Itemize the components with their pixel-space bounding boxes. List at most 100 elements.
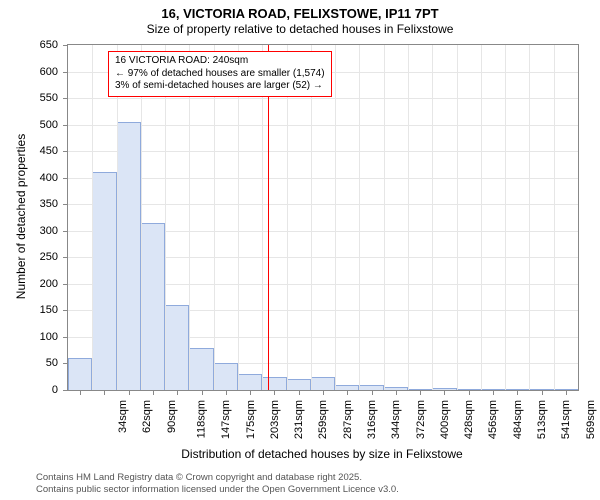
- histogram-bar: [68, 358, 92, 390]
- y-tick-label: 100: [40, 331, 68, 343]
- x-tick-label: 62sqm: [141, 390, 153, 433]
- histogram-bar: [92, 172, 116, 390]
- x-tick-mark: [396, 390, 397, 395]
- grid-line-h: [68, 98, 578, 99]
- chart-subtitle: Size of property relative to detached ho…: [0, 22, 600, 36]
- grid-line-v: [262, 45, 263, 390]
- footer-line: Contains public sector information licen…: [36, 484, 399, 496]
- x-tick-mark: [129, 390, 130, 395]
- grid-line-v: [359, 45, 360, 390]
- grid-line-h: [68, 178, 578, 179]
- x-tick-label: 203sqm: [269, 390, 281, 439]
- x-tick-label: 231sqm: [293, 390, 305, 439]
- grid-line-v: [141, 45, 142, 390]
- y-tick-label: 500: [40, 119, 68, 131]
- x-tick-mark: [80, 390, 81, 395]
- y-tick-label: 200: [40, 278, 68, 290]
- histogram-bar: [238, 374, 262, 390]
- y-tick-label: 300: [40, 225, 68, 237]
- grid-line-v: [384, 45, 385, 390]
- grid-line-v: [335, 45, 336, 390]
- y-tick-label: 550: [40, 92, 68, 104]
- histogram-bar: [311, 377, 335, 390]
- x-tick-mark: [347, 390, 348, 395]
- x-tick-label: 147sqm: [220, 390, 232, 439]
- x-tick-label: 400sqm: [439, 390, 451, 439]
- plot-area: 0501001502002503003504004505005506006503…: [67, 44, 579, 391]
- grid-line-v: [287, 45, 288, 390]
- grid-line-v: [481, 45, 482, 390]
- x-tick-label: 428sqm: [463, 390, 475, 439]
- x-tick-mark: [250, 390, 251, 395]
- x-tick-mark: [177, 390, 178, 395]
- y-tick-label: 650: [40, 39, 68, 51]
- x-tick-label: 456sqm: [488, 390, 500, 439]
- grid-line-v: [554, 45, 555, 390]
- chart-title: 16, VICTORIA ROAD, FELIXSTOWE, IP11 7PT: [0, 6, 600, 21]
- y-tick-label: 400: [40, 172, 68, 184]
- grid-line-v: [189, 45, 190, 390]
- y-tick-label: 600: [40, 66, 68, 78]
- chart-container: 16, VICTORIA ROAD, FELIXSTOWE, IP11 7PT …: [0, 0, 600, 500]
- x-tick-mark: [226, 390, 227, 395]
- x-tick-mark: [299, 390, 300, 395]
- x-tick-mark: [323, 390, 324, 395]
- x-axis-label: Distribution of detached houses by size …: [67, 447, 577, 461]
- x-tick-label: 118sqm: [195, 390, 207, 438]
- histogram-bar: [214, 363, 238, 390]
- y-tick-label: 150: [40, 304, 68, 316]
- x-tick-mark: [104, 390, 105, 395]
- grid-line-v: [457, 45, 458, 390]
- histogram-bar: [189, 348, 213, 390]
- histogram-bar: [262, 377, 286, 390]
- x-tick-mark: [274, 390, 275, 395]
- x-tick-label: 316sqm: [366, 390, 378, 439]
- x-tick-label: 569sqm: [585, 390, 597, 439]
- grid-line-v: [238, 45, 239, 390]
- x-tick-mark: [469, 390, 470, 395]
- grid-line-v: [505, 45, 506, 390]
- histogram-bar: [141, 223, 165, 390]
- x-tick-label: 175sqm: [245, 390, 257, 439]
- x-tick-mark: [517, 390, 518, 395]
- y-tick-label: 250: [40, 251, 68, 263]
- x-tick-label: 34sqm: [117, 390, 129, 433]
- x-tick-mark: [372, 390, 373, 395]
- y-tick-label: 450: [40, 145, 68, 157]
- footer-line: Contains HM Land Registry data © Crown c…: [36, 472, 399, 484]
- x-tick-mark: [420, 390, 421, 395]
- grid-line-h: [68, 151, 578, 152]
- x-tick-mark: [493, 390, 494, 395]
- x-tick-label: 372sqm: [415, 390, 427, 439]
- y-axis-label: Number of detached properties: [14, 44, 28, 389]
- x-tick-label: 344sqm: [390, 390, 402, 439]
- grid-line-v: [408, 45, 409, 390]
- grid-line-h: [68, 204, 578, 205]
- grid-line-v: [214, 45, 215, 390]
- x-tick-mark: [542, 390, 543, 395]
- x-tick-mark: [566, 390, 567, 395]
- grid-line-v: [165, 45, 166, 390]
- histogram-bar: [287, 379, 311, 390]
- annotation-line: 16 VICTORIA ROAD: 240sqm: [115, 55, 325, 68]
- x-tick-mark: [153, 390, 154, 395]
- grid-line-v: [92, 45, 93, 390]
- annotation-line: 3% of semi-detached houses are larger (5…: [115, 80, 325, 93]
- grid-line-v: [311, 45, 312, 390]
- x-tick-mark: [202, 390, 203, 395]
- x-tick-label: 541sqm: [560, 390, 572, 439]
- property-marker-line: [268, 45, 269, 390]
- grid-line-h: [68, 125, 578, 126]
- annotation-box: 16 VICTORIA ROAD: 240sqm← 97% of detache…: [108, 51, 332, 97]
- x-tick-label: 513sqm: [536, 390, 548, 439]
- x-tick-label: 90sqm: [166, 390, 178, 433]
- grid-line-v: [529, 45, 530, 390]
- x-tick-label: 287sqm: [342, 390, 354, 439]
- x-tick-label: 484sqm: [512, 390, 524, 439]
- histogram-bar: [117, 122, 141, 390]
- grid-line-v: [432, 45, 433, 390]
- y-tick-label: 0: [52, 384, 68, 396]
- y-tick-label: 350: [40, 198, 68, 210]
- histogram-bar: [165, 305, 189, 390]
- x-tick-label: 259sqm: [318, 390, 330, 439]
